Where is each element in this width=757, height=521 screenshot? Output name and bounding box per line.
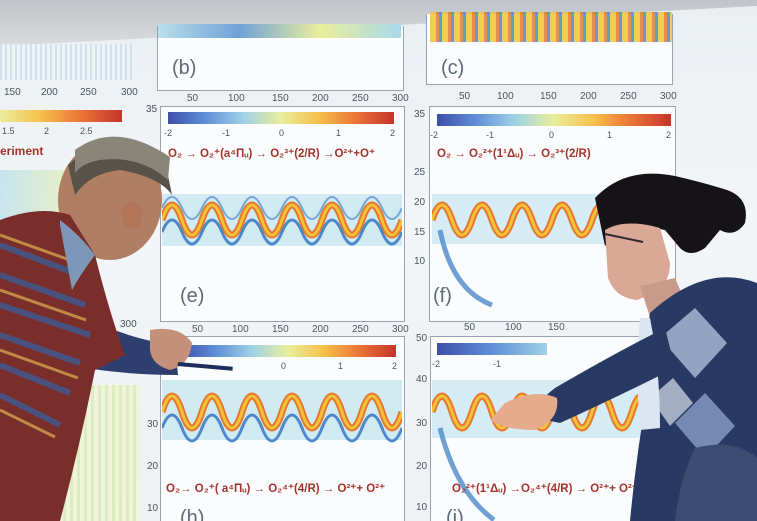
panel-e-x-tick: 300 [392,324,409,335]
panel-f-y-tick: 10 [414,256,426,267]
left-x-tick-150: 150 [4,87,21,98]
panel-f-y-tick: 15 [414,227,426,238]
panel-i-y-tick: 50 [416,333,428,344]
panel-b-map [158,24,401,38]
panel-c-x-tick: 50 [459,91,471,102]
panel-f-x-tick: 100 [505,322,522,333]
panel-e-x-tick: 100 [232,324,249,335]
panel-i-y-tick: 10 [416,502,428,513]
panel-e-colorbar [168,112,394,124]
panel-i-y-tick: 30 [416,418,428,429]
panel-h-y-tick: 20 [147,461,159,472]
panel-e-cbar-tick: 1 [336,128,342,138]
panel-e-wave [162,194,402,246]
left-cbar-tick-2: 2 [44,126,50,136]
left-experiment-label: eriment [0,144,44,158]
panel-e-cbar-tick: 0 [279,128,285,138]
panel-f-cbar-tick: 2 [666,130,672,140]
panel-c-x-tick: 150 [540,91,557,102]
panel-b-letter: (b) [172,57,197,79]
panel-b-x-tick: 250 [352,93,369,104]
misc-tick-300: 300 [120,319,137,330]
panel-c-x-tick: 300 [660,91,677,102]
left-colorbar [0,110,122,122]
panel-i-equation: O₂²⁺(1¹Δᵤ) →O₂⁴⁺(4/R) → O²⁺+ O²⁺ [452,483,638,495]
panel-f-y-tick: 25 [414,167,426,178]
panel-i-cbar-tick: -2 [432,359,441,369]
panel-h-y-tick: 30 [147,419,159,430]
panel-e-x-tick: 50 [192,324,204,335]
panel-h-equation: O₂→ O₂⁺( a⁴Πᵤ) → O₂⁴⁺(4/R) → O²⁺+ O²⁺ [166,483,386,495]
panel-i-cbar-tick: -1 [493,359,502,369]
panel-f-cbar-tick: -1 [486,130,495,140]
panel-b-x-tick: 50 [187,93,199,104]
panel-c-letter: (c) [441,57,465,79]
panel-i-colorbar [437,343,547,355]
panel-h-letter: (h) [180,507,205,521]
panel-h-colorbar [180,345,396,357]
panel-h-cbar-tick: 0 [281,361,287,371]
panel-h-cbar-tick: 2 [392,361,398,371]
left-x-tick-300: 300 [121,87,138,98]
panel-f-cbar-tick: -2 [430,130,439,140]
left-cbar-tick-3: 2.5 [80,126,93,136]
panel-c-x-tick: 100 [497,91,514,102]
panel-f-y-tick: 20 [414,197,426,208]
panel-e-x-tick: 150 [272,324,289,335]
panel-e-y-tick: 35 [146,104,158,115]
panel-e-x-tick: 200 [312,324,329,335]
panel-e-cbar-tick: -2 [164,128,173,138]
panel-b-x-tick: 150 [272,93,289,104]
left-strip-noise [0,44,135,80]
panel-e-equation: O₂ → O₂⁺(a⁴Πᵤ) → O₂³⁺(2/R) →O²⁺+O⁺ [168,148,376,160]
panel-f-x-tick: 50 [464,322,476,333]
panel-e-cbar-tick: 2 [390,128,396,138]
woman-presenter [490,173,757,521]
left-x-tick-250: 250 [80,87,97,98]
panel-c-x-tick: 200 [580,91,597,102]
panel-i-letter: (i) [446,507,464,521]
panel-f-y-tick: 35 [414,109,426,120]
panel-h-wave [162,380,402,443]
panel-e-letter: (e) [180,285,205,307]
panel-b-x-tick: 200 [312,93,329,104]
panel-c-x-tick: 250 [620,91,637,102]
left-x-tick-200: 200 [41,87,58,98]
panel-f-cbar-tick: 0 [549,130,555,140]
panel-b-x-tick: 300 [392,93,409,104]
panel-b-x-tick: 100 [228,93,245,104]
panel-e-cbar-tick: -1 [222,128,231,138]
panel-c-map [430,12,672,42]
left-cbar-tick-1: 1.5 [2,126,15,136]
panel-f-equation: O₂ → O₂²⁺(1¹Δᵤ) → O₂³⁺(2/R) [437,148,591,160]
panel-h-cbar-tick: 1 [338,361,344,371]
panel-i-y-tick: 20 [416,461,428,472]
panel-h-y-tick: 10 [147,503,159,514]
panel-f-x-tick: 150 [548,322,565,333]
panel-f-cbar-tick: 1 [607,130,613,140]
man-presenter [0,136,233,521]
panel-f-letter: (f) [433,285,452,307]
panel-f-colorbar [437,114,671,126]
panel-i-y-tick: 40 [416,374,428,385]
panel-e-x-tick: 250 [352,324,369,335]
